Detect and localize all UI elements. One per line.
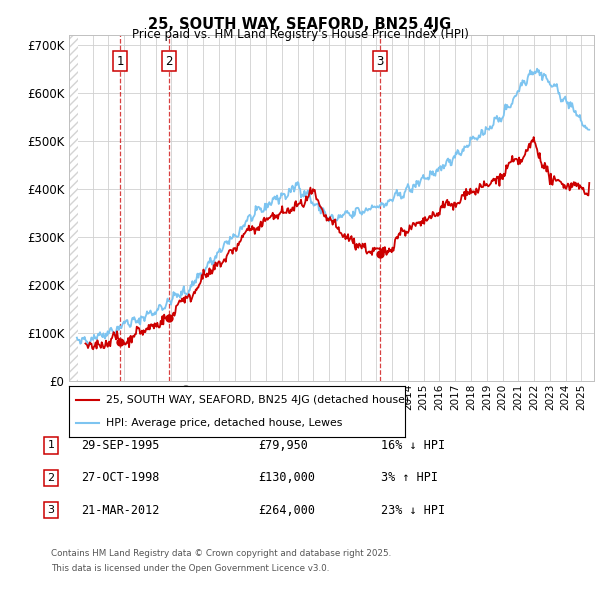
Text: 2: 2 bbox=[47, 473, 55, 483]
Text: 3% ↑ HPI: 3% ↑ HPI bbox=[381, 471, 438, 484]
Text: Contains HM Land Registry data © Crown copyright and database right 2025.: Contains HM Land Registry data © Crown c… bbox=[51, 549, 391, 558]
Text: 27-OCT-1998: 27-OCT-1998 bbox=[81, 471, 160, 484]
Text: 23% ↓ HPI: 23% ↓ HPI bbox=[381, 504, 445, 517]
Text: 25, SOUTH WAY, SEAFORD, BN25 4JG (detached house): 25, SOUTH WAY, SEAFORD, BN25 4JG (detach… bbox=[106, 395, 409, 405]
Text: 1: 1 bbox=[47, 441, 55, 450]
Text: 16% ↓ HPI: 16% ↓ HPI bbox=[381, 439, 445, 452]
Text: 29-SEP-1995: 29-SEP-1995 bbox=[81, 439, 160, 452]
Text: This data is licensed under the Open Government Licence v3.0.: This data is licensed under the Open Gov… bbox=[51, 565, 329, 573]
Text: 1: 1 bbox=[116, 55, 124, 68]
Text: £130,000: £130,000 bbox=[258, 471, 315, 484]
Text: £264,000: £264,000 bbox=[258, 504, 315, 517]
Text: 3: 3 bbox=[376, 55, 383, 68]
Text: 25, SOUTH WAY, SEAFORD, BN25 4JG: 25, SOUTH WAY, SEAFORD, BN25 4JG bbox=[148, 17, 452, 31]
Text: £79,950: £79,950 bbox=[258, 439, 308, 452]
Text: Price paid vs. HM Land Registry's House Price Index (HPI): Price paid vs. HM Land Registry's House … bbox=[131, 28, 469, 41]
Text: HPI: Average price, detached house, Lewes: HPI: Average price, detached house, Lewe… bbox=[106, 418, 343, 428]
Text: 3: 3 bbox=[47, 506, 55, 515]
Bar bbox=[69, 35, 77, 381]
Text: 2: 2 bbox=[165, 55, 173, 68]
Text: 21-MAR-2012: 21-MAR-2012 bbox=[81, 504, 160, 517]
